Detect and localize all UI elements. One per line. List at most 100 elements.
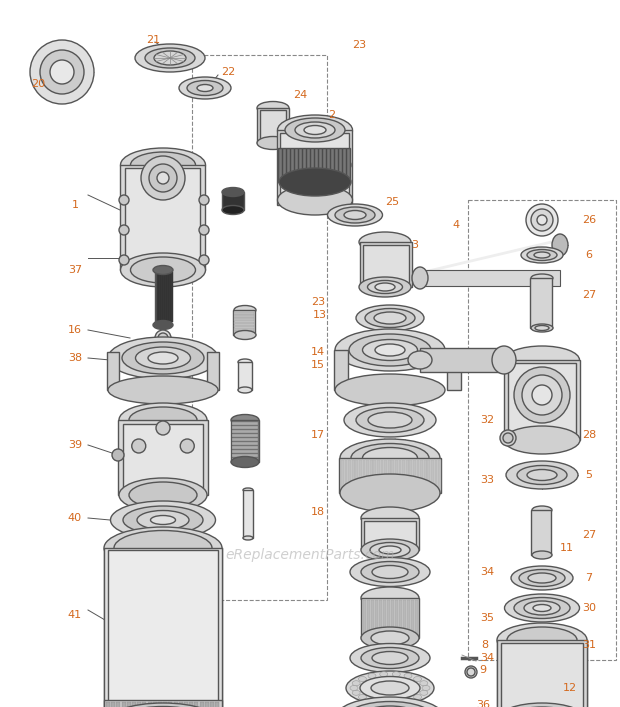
Bar <box>327 149 330 181</box>
Bar <box>373 460 376 490</box>
Ellipse shape <box>404 673 412 679</box>
Bar <box>384 460 387 490</box>
Ellipse shape <box>408 351 432 369</box>
Ellipse shape <box>179 77 231 99</box>
Ellipse shape <box>368 281 402 293</box>
Circle shape <box>199 195 209 205</box>
Bar <box>395 460 398 490</box>
Bar <box>420 348 504 372</box>
Bar <box>427 460 430 490</box>
Text: 4: 4 <box>453 220 459 230</box>
Bar <box>347 149 350 181</box>
Circle shape <box>157 172 169 184</box>
Ellipse shape <box>350 558 430 587</box>
Bar <box>234 328 254 330</box>
Bar <box>195 702 198 707</box>
Text: eReplacementParts.com: eReplacementParts.com <box>225 548 395 562</box>
Circle shape <box>526 204 558 236</box>
Bar <box>383 600 386 636</box>
Bar <box>504 360 580 440</box>
Bar <box>379 600 382 636</box>
Ellipse shape <box>420 681 428 686</box>
Bar <box>352 460 355 490</box>
Ellipse shape <box>370 542 410 558</box>
Ellipse shape <box>534 252 550 258</box>
Bar <box>163 702 167 707</box>
Bar <box>339 149 342 181</box>
Ellipse shape <box>360 677 420 699</box>
Ellipse shape <box>231 414 259 426</box>
Text: 6: 6 <box>585 250 593 260</box>
Circle shape <box>500 430 516 446</box>
Ellipse shape <box>514 597 570 619</box>
Ellipse shape <box>108 376 218 404</box>
Bar <box>361 518 419 550</box>
Ellipse shape <box>492 346 516 374</box>
Bar <box>231 420 259 462</box>
Bar <box>424 460 427 490</box>
Circle shape <box>119 225 129 235</box>
Circle shape <box>467 668 475 676</box>
Ellipse shape <box>335 329 445 371</box>
Bar <box>319 149 322 181</box>
Bar <box>127 702 131 707</box>
Bar <box>122 702 126 707</box>
Bar <box>399 600 402 636</box>
Bar <box>387 600 390 636</box>
Ellipse shape <box>361 507 419 529</box>
Bar <box>331 149 334 181</box>
Circle shape <box>155 330 171 346</box>
Ellipse shape <box>114 530 212 566</box>
Bar <box>222 192 244 210</box>
Text: 28: 28 <box>582 430 596 440</box>
Bar <box>174 702 177 707</box>
Bar <box>367 600 370 636</box>
Ellipse shape <box>531 274 553 282</box>
Ellipse shape <box>505 594 580 622</box>
Ellipse shape <box>372 651 408 665</box>
Ellipse shape <box>505 346 580 374</box>
Bar <box>184 702 188 707</box>
Ellipse shape <box>346 671 434 705</box>
Bar <box>295 149 298 181</box>
Ellipse shape <box>497 703 587 707</box>
Bar <box>200 702 203 707</box>
Ellipse shape <box>238 359 252 365</box>
Bar <box>343 149 346 181</box>
Ellipse shape <box>379 546 401 554</box>
Circle shape <box>149 164 177 192</box>
Ellipse shape <box>153 320 173 329</box>
Bar <box>409 460 412 490</box>
Ellipse shape <box>412 267 428 289</box>
Bar <box>125 168 200 268</box>
Text: 7: 7 <box>585 573 593 583</box>
Bar <box>118 420 208 495</box>
Ellipse shape <box>533 604 551 612</box>
Bar <box>407 600 410 636</box>
Text: 39: 39 <box>68 440 82 450</box>
Bar <box>117 702 120 707</box>
Bar <box>468 200 616 660</box>
Ellipse shape <box>120 148 205 182</box>
Bar <box>399 460 401 490</box>
Bar <box>260 110 286 142</box>
Bar <box>189 702 193 707</box>
Bar <box>438 460 441 490</box>
Ellipse shape <box>517 465 567 484</box>
Ellipse shape <box>119 478 207 512</box>
Bar <box>277 130 352 205</box>
Text: 34: 34 <box>480 567 494 577</box>
Ellipse shape <box>123 506 203 534</box>
Ellipse shape <box>414 677 422 682</box>
Ellipse shape <box>528 573 556 583</box>
Ellipse shape <box>340 439 440 477</box>
Bar <box>137 702 141 707</box>
Ellipse shape <box>278 115 353 145</box>
Bar <box>123 424 203 494</box>
Text: 3: 3 <box>412 240 418 250</box>
Ellipse shape <box>504 426 580 454</box>
Circle shape <box>199 255 209 265</box>
Bar <box>132 702 136 707</box>
Text: 23: 23 <box>352 40 366 50</box>
Ellipse shape <box>231 457 259 467</box>
